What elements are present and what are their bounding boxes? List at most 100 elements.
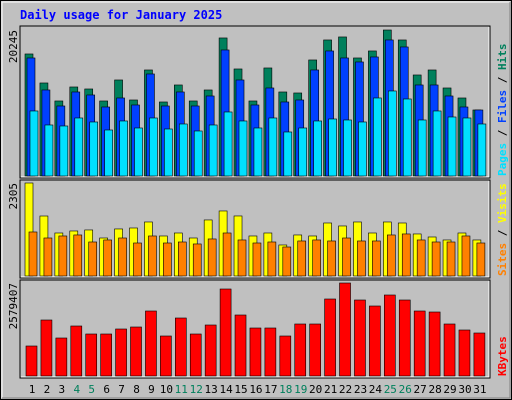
bar <box>160 335 172 377</box>
bar <box>85 333 98 377</box>
bar <box>298 127 308 177</box>
bar <box>70 325 83 377</box>
bar <box>446 241 456 277</box>
bar <box>447 116 457 177</box>
legend-entry: KBytes <box>496 336 509 376</box>
bar <box>100 333 112 377</box>
bar <box>204 324 217 377</box>
bar <box>43 237 53 277</box>
bar <box>115 328 127 377</box>
bar <box>192 243 202 277</box>
bar <box>145 310 157 377</box>
bar <box>179 123 188 177</box>
bar <box>416 239 426 277</box>
bar <box>73 234 83 277</box>
bar <box>148 235 157 277</box>
bar <box>428 311 441 377</box>
bar <box>462 117 472 177</box>
bar <box>388 90 397 177</box>
x-tick-label: 12 <box>190 383 203 396</box>
bar <box>342 237 351 277</box>
bar <box>118 237 127 277</box>
bar <box>89 121 99 177</box>
bar <box>175 317 187 377</box>
x-tick-label: 15 <box>234 383 247 396</box>
bar <box>417 119 427 177</box>
bar <box>178 241 187 277</box>
bar <box>476 242 486 277</box>
bar <box>413 310 426 377</box>
bar <box>477 123 487 177</box>
bar <box>28 231 38 277</box>
bar <box>29 110 39 177</box>
bar <box>357 240 366 277</box>
x-tick-label: 2 <box>44 383 51 396</box>
bar <box>283 131 293 177</box>
bar <box>208 124 218 177</box>
x-tick-label: 9 <box>148 383 155 396</box>
bar <box>222 232 232 277</box>
legend: KBytes <box>496 336 509 376</box>
x-tick-label: 4 <box>73 383 80 396</box>
bar <box>282 246 292 277</box>
x-tick-label: 23 <box>354 383 367 396</box>
x-tick-label: 11 <box>175 383 188 396</box>
x-tick-label: 25 <box>384 383 397 396</box>
bar <box>268 117 278 177</box>
x-tick-label: 22 <box>339 383 352 396</box>
x-tick-label: 7 <box>118 383 125 396</box>
x-tick-label: 18 <box>279 383 292 396</box>
bar <box>458 329 471 377</box>
x-tick-label: 27 <box>414 383 427 396</box>
x-tick-label: 14 <box>219 383 233 396</box>
bar <box>237 239 247 277</box>
x-tick-label: 1 <box>29 383 36 396</box>
bar <box>372 240 381 277</box>
bar <box>432 110 442 177</box>
bar <box>130 326 142 377</box>
legend-entry: Files <box>496 90 509 123</box>
bar <box>354 299 366 377</box>
bar <box>267 241 277 277</box>
bar <box>193 130 203 177</box>
bar <box>103 239 112 277</box>
x-tick-label: 10 <box>160 383 173 396</box>
bar <box>74 117 84 177</box>
legend-entry: Hits <box>496 44 509 71</box>
x-tick-label: 3 <box>59 383 66 396</box>
bar <box>324 298 336 377</box>
chart-title: Daily usage for January 2025 <box>20 8 222 22</box>
bar <box>327 240 336 277</box>
bar <box>249 327 262 377</box>
bar <box>219 288 232 377</box>
bar <box>373 97 382 177</box>
bar <box>297 240 307 277</box>
bar <box>343 119 352 177</box>
bar <box>309 323 321 377</box>
x-tick-label: 8 <box>133 383 140 396</box>
bar <box>387 234 396 277</box>
panel-bevel <box>21 27 490 178</box>
x-tick-label: 28 <box>428 383 441 396</box>
y-tick-label: 2579407 <box>7 283 20 329</box>
bar <box>369 305 381 377</box>
x-tick-label: 6 <box>103 383 110 396</box>
panel-bevel <box>21 181 490 278</box>
x-tick-label: 5 <box>88 383 95 396</box>
bar <box>238 120 248 177</box>
bar <box>234 314 247 377</box>
bar <box>44 124 54 177</box>
y-tick-label: 2305 <box>7 183 20 210</box>
bar <box>264 327 277 377</box>
bar <box>461 235 471 277</box>
bar <box>164 128 173 177</box>
legend-entry: Visits <box>496 183 509 223</box>
panel-bevel <box>21 281 490 378</box>
bar <box>401 233 411 277</box>
bar <box>312 239 321 277</box>
bar <box>358 121 367 177</box>
legend-separator: / <box>496 70 509 90</box>
y-tick-label: 20245 <box>7 30 20 63</box>
bar <box>149 117 158 177</box>
